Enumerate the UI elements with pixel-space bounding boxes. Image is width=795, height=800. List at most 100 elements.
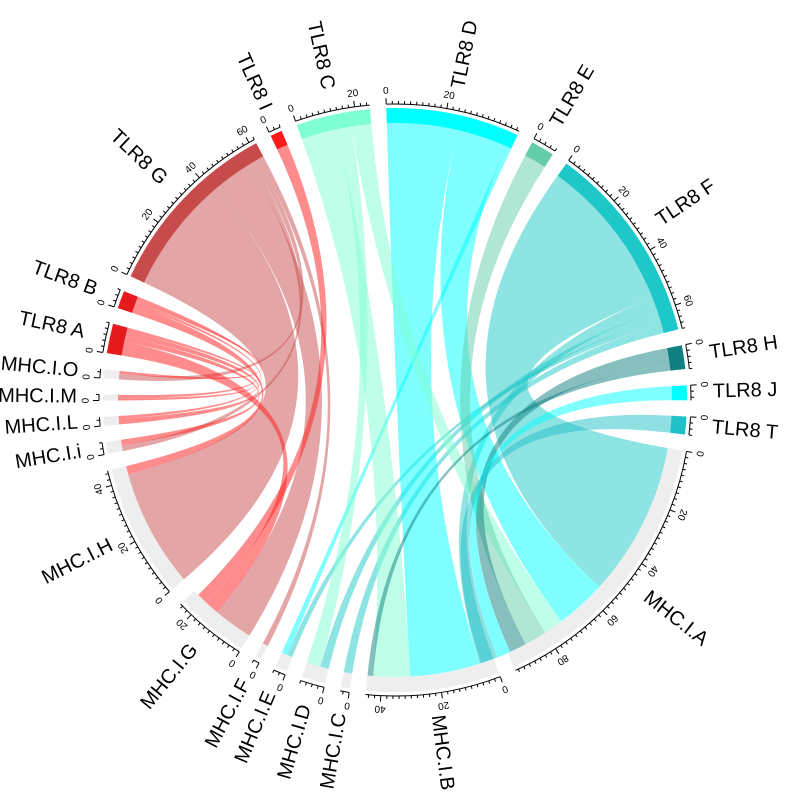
sector-axis-tlr8-d xyxy=(386,103,520,132)
minor-tick xyxy=(206,167,210,171)
minor-tick xyxy=(671,292,675,295)
minor-tick xyxy=(212,634,215,638)
minor-tick xyxy=(114,502,118,505)
minor-tick xyxy=(627,583,631,586)
minor-tick xyxy=(623,587,627,591)
tick-label: 20 xyxy=(347,88,360,100)
minor-tick xyxy=(452,106,454,110)
sector-tlr8-f: 0 20 40 60 xyxy=(557,144,695,334)
minor-tick xyxy=(681,474,685,477)
minor-tick xyxy=(121,519,125,522)
minor-tick xyxy=(138,245,142,249)
major-tick xyxy=(347,692,350,699)
minor-tick xyxy=(488,680,491,684)
minor-tick xyxy=(227,644,230,648)
sector-band-mhc-i-e xyxy=(275,652,293,672)
minor-tick xyxy=(184,610,188,613)
tick-label: 20 xyxy=(140,207,156,223)
tick-label: 40 xyxy=(92,482,106,496)
minor-tick xyxy=(605,189,609,193)
minor-tick xyxy=(575,634,578,638)
sector-axis-mhc-i-o xyxy=(99,368,102,378)
minor-tick xyxy=(658,263,662,267)
sector-axis-mhc-i-g xyxy=(180,603,240,653)
minor-tick xyxy=(654,542,658,545)
minor-tick xyxy=(193,618,197,622)
minor-tick xyxy=(679,480,683,483)
sector-tlr8-b: 0 xyxy=(96,288,138,313)
link-tlr8-d-to-mhc-i-a xyxy=(440,130,600,622)
major-tick xyxy=(641,563,647,568)
minor-tick xyxy=(592,176,595,180)
sector-band-mhc-i-f xyxy=(255,643,268,660)
minor-tick xyxy=(272,669,275,674)
tick-label: 20 xyxy=(674,507,689,522)
link-tlr8-f-to-mhc-i-a xyxy=(485,175,668,587)
minor-tick xyxy=(299,116,302,120)
minor-tick xyxy=(675,492,680,495)
major-tick xyxy=(94,425,101,428)
link-tlr8-d-to-mhc-i-e xyxy=(281,146,512,656)
sector-label-mhc-i-b: MHC.I.B xyxy=(427,714,459,792)
sector-label-tlr8-t: TLR8 T xyxy=(711,416,779,444)
sector-band-mhc-i-g xyxy=(183,590,250,649)
minor-tick xyxy=(316,685,319,689)
major-tick xyxy=(235,651,240,658)
minor-tick xyxy=(652,253,656,256)
minor-tick xyxy=(278,124,281,128)
major-tick xyxy=(685,342,692,346)
minor-tick xyxy=(102,339,106,341)
minor-tick xyxy=(680,321,684,323)
minor-tick xyxy=(166,205,170,209)
tick-label: 0 xyxy=(317,694,325,706)
minor-tick xyxy=(629,217,633,220)
minor-tick xyxy=(452,690,455,694)
tick-label: 0 xyxy=(227,656,238,669)
sector-band-mhc-i-i xyxy=(106,439,123,454)
minor-tick xyxy=(197,622,201,626)
link-tlr8-b-to-mhc-i-h xyxy=(126,304,264,475)
minor-tick xyxy=(682,327,686,329)
sector-label-mhc-i-a: MHC.I.A xyxy=(639,587,713,651)
sector-mhc-i-h: 0 20 40 xyxy=(92,466,184,606)
minor-tick xyxy=(159,215,163,219)
sector-axis-mhc-i-d xyxy=(300,680,325,688)
tick-label: 0 xyxy=(259,114,269,127)
minor-tick xyxy=(678,315,683,318)
minor-tick xyxy=(636,227,640,230)
tick-label: 0 xyxy=(698,381,709,388)
tick-label: 0 xyxy=(287,103,296,115)
minor-tick xyxy=(644,558,648,561)
sector-band-mhc-i-o xyxy=(103,369,120,380)
major-tick xyxy=(533,133,538,139)
minor-tick xyxy=(148,567,152,570)
sector-axis-tlr8-f xyxy=(568,159,683,329)
tick-label: 60 xyxy=(235,124,250,139)
minor-tick xyxy=(632,222,636,225)
minor-tick xyxy=(560,645,563,649)
tick-label: 80 xyxy=(555,652,571,668)
minor-tick xyxy=(504,122,507,126)
sector-mhc-i-l: 0 xyxy=(82,415,120,431)
sector-axis-mhc-i-e xyxy=(273,669,286,676)
major-tick xyxy=(440,692,443,699)
minor-tick xyxy=(342,691,344,695)
minor-tick xyxy=(217,637,220,641)
minor-tick xyxy=(180,605,183,609)
minor-tick xyxy=(132,256,136,259)
minor-tick xyxy=(646,242,650,245)
minor-tick xyxy=(231,149,234,153)
link-tlr8-c-to-mhc-i-d xyxy=(306,126,368,667)
minor-tick xyxy=(587,172,591,176)
sector-mhc-i-e: 0 xyxy=(272,652,293,693)
minor-tick xyxy=(606,605,610,609)
minor-tick xyxy=(155,576,159,580)
minor-tick xyxy=(677,486,681,489)
minor-tick xyxy=(106,321,110,324)
minor-tick xyxy=(625,212,629,216)
sector-label-mhc-i-i: MHC.I.i xyxy=(14,441,83,474)
minor-tick xyxy=(470,110,472,114)
major-tick xyxy=(669,509,676,513)
sector-band-tlr8-g xyxy=(130,143,264,283)
